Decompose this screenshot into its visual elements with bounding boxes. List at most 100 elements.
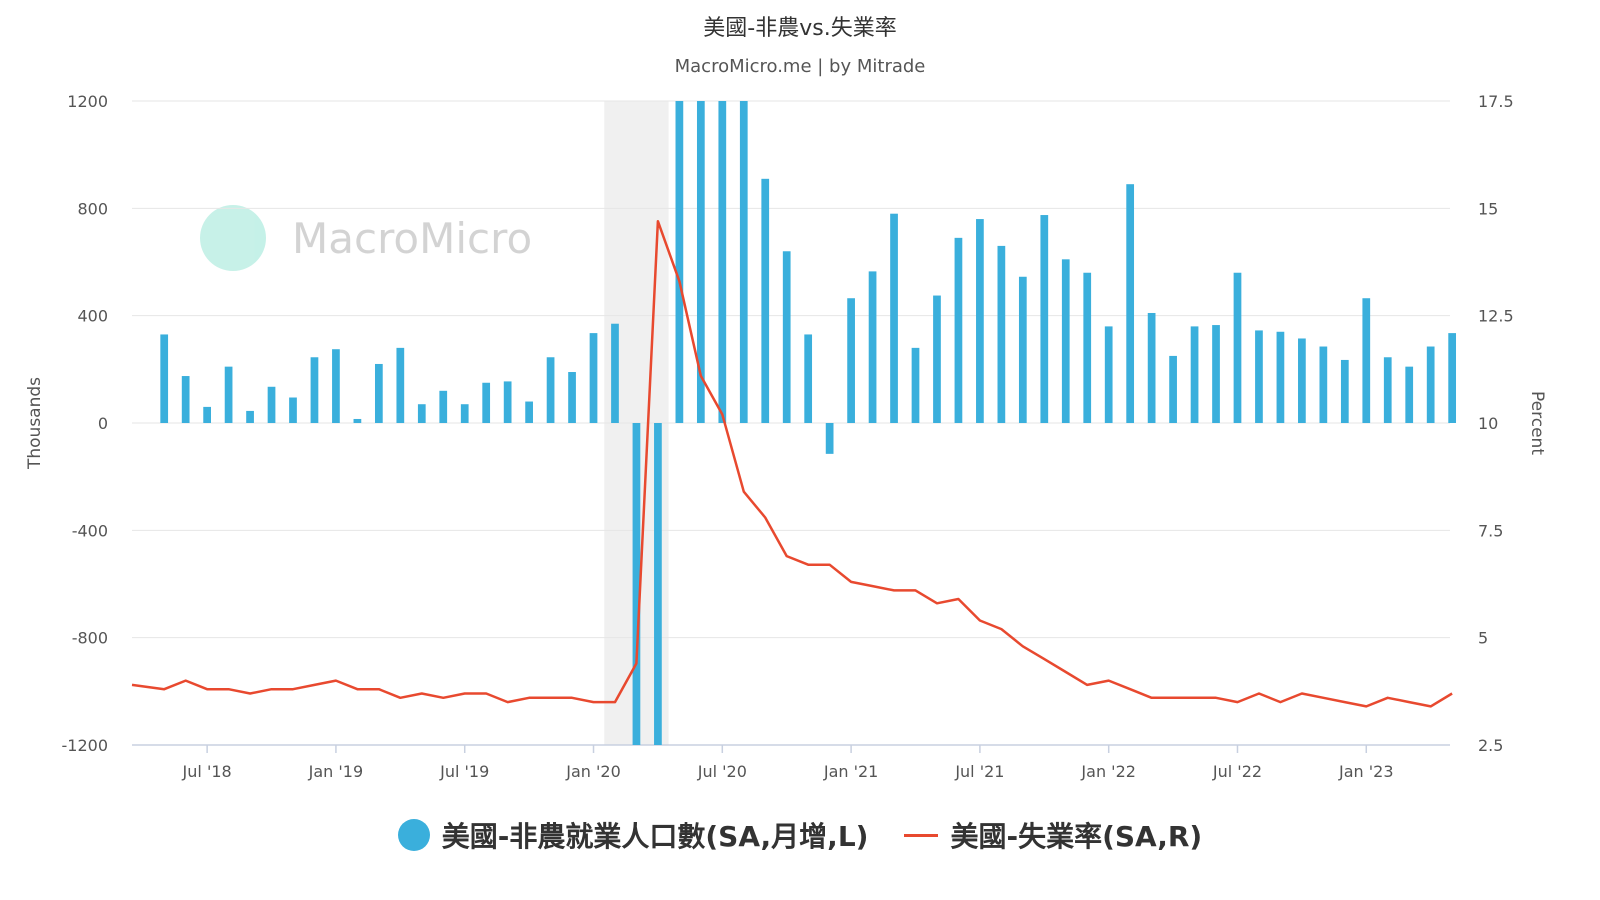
bar-payrolls-2022-09[interactable] xyxy=(1276,331,1285,423)
bar-payrolls-2023-05[interactable] xyxy=(1448,333,1457,423)
bar-payrolls-2020-03[interactable] xyxy=(632,423,641,745)
bar-payrolls-2021-08[interactable] xyxy=(997,245,1006,423)
bar-payrolls-2018-11[interactable] xyxy=(289,397,297,423)
chart-subtitle: MacroMicro.me | by Mitrade xyxy=(674,56,926,77)
line-unemployment-rate[interactable] xyxy=(131,219,1453,708)
legend-label-bars: 美國-非農就業人口數(SA,月增,L) xyxy=(441,820,869,853)
bar-payrolls-2021-10[interactable] xyxy=(1040,215,1049,423)
bar-payrolls-2020-09[interactable] xyxy=(761,178,770,423)
bar-payrolls-2021-04[interactable] xyxy=(911,347,920,423)
bar-payrolls-2018-08[interactable] xyxy=(224,366,233,423)
bar-payrolls-2018-10[interactable] xyxy=(267,386,276,423)
bar-payrolls-2019-10[interactable] xyxy=(525,401,533,423)
left-tick-label: -1200 xyxy=(62,736,109,755)
bar-payrolls-2018-05[interactable] xyxy=(160,334,169,423)
bar-payrolls-2022-03[interactable] xyxy=(1147,312,1156,423)
legend-line-icon xyxy=(904,833,939,837)
bar-payrolls-2021-02[interactable] xyxy=(868,271,877,423)
bar-payrolls-2020-05[interactable] xyxy=(675,101,684,423)
bar-payrolls-2018-07[interactable] xyxy=(203,406,211,423)
left-tick-label: 400 xyxy=(77,307,108,326)
right-tick-label: 7.5 xyxy=(1478,521,1503,540)
bar-payrolls-2019-12[interactable] xyxy=(568,372,576,423)
bar-payrolls-2021-11[interactable] xyxy=(1061,259,1070,423)
bar-payrolls-2021-05[interactable] xyxy=(933,295,941,423)
x-tick-label: Jan '23 xyxy=(1338,762,1394,781)
bar-payrolls-2022-12[interactable] xyxy=(1340,359,1349,423)
x-tick-label: Jul '20 xyxy=(697,762,747,781)
x-tick-label: Jul '21 xyxy=(954,762,1004,781)
x-tick-label: Jan '22 xyxy=(1080,762,1136,781)
right-axis-title: Percent xyxy=(1527,391,1547,455)
bar-payrolls-2019-08[interactable] xyxy=(482,382,491,423)
bar-payrolls-2022-11[interactable] xyxy=(1319,346,1328,423)
right-tick-label: 10 xyxy=(1478,414,1498,433)
bar-payrolls-2019-03[interactable] xyxy=(374,363,383,423)
bar-payrolls-2020-08[interactable] xyxy=(739,101,748,423)
bar-payrolls-2020-12[interactable] xyxy=(825,423,834,454)
right-tick-label: 2.5 xyxy=(1478,736,1503,755)
left-axis-title: Thousands xyxy=(25,377,45,470)
legend-item-line[interactable]: 美國-失業率(SA,R) xyxy=(904,815,1202,855)
bar-payrolls-2020-06[interactable] xyxy=(696,101,705,423)
bar-payrolls-2023-02[interactable] xyxy=(1383,357,1392,423)
bar-payrolls-2022-10[interactable] xyxy=(1298,338,1306,423)
bar-payrolls-2020-02[interactable] xyxy=(611,323,619,423)
x-tick-label: Jul '18 xyxy=(182,762,232,781)
right-tick-label: 5 xyxy=(1478,629,1488,648)
bar-payrolls-2022-08[interactable] xyxy=(1255,330,1263,423)
left-tick-label: -400 xyxy=(72,521,108,540)
bar-payrolls-2019-02[interactable] xyxy=(353,418,362,423)
right-tick-label: 15 xyxy=(1478,199,1498,218)
legend-dot-icon xyxy=(397,819,430,851)
bar-payrolls-2020-01[interactable] xyxy=(589,333,598,423)
bar-payrolls-2021-07[interactable] xyxy=(976,219,984,423)
x-tick-label: Jul '19 xyxy=(439,762,489,781)
left-tick-label: 1200 xyxy=(67,92,108,111)
bar-payrolls-2019-01[interactable] xyxy=(332,349,340,423)
bar-payrolls-2019-09[interactable] xyxy=(503,381,512,423)
left-tick-label: -800 xyxy=(72,629,108,648)
combo-chart: 1200 800 400 0 -400 -800 -1200 17.5 15 12.5 10 7.5 5… xyxy=(25,92,1547,781)
x-tick-label: Jul '22 xyxy=(1212,762,1262,781)
right-tick-label: 12.5 xyxy=(1478,307,1514,326)
bar-payrolls-2023-03[interactable] xyxy=(1405,366,1414,423)
bar-payrolls-2020-11[interactable] xyxy=(804,334,813,423)
left-tick-label: 800 xyxy=(77,199,108,218)
bar-payrolls-2021-03[interactable] xyxy=(890,213,898,423)
x-tick-label: Jan '20 xyxy=(565,762,621,781)
bar-payrolls-2018-06[interactable] xyxy=(181,376,190,423)
bar-payrolls-2019-05[interactable] xyxy=(417,404,426,423)
bar-payrolls-2021-01[interactable] xyxy=(847,298,855,423)
legend-item-bars[interactable]: 美國-非農就業人口數(SA,月增,L) xyxy=(397,815,869,855)
legend-label-line: 美國-失業率(SA,R) xyxy=(950,820,1203,853)
bar-payrolls-2022-05[interactable] xyxy=(1190,326,1199,423)
bar-payrolls-2021-12[interactable] xyxy=(1083,272,1092,423)
legend: 美國-非農就業人口數(SA,月增,L) 美國-失業率(SA,R) xyxy=(0,815,1600,855)
bar-payrolls-2018-09[interactable] xyxy=(246,410,254,423)
left-tick-label: 0 xyxy=(98,414,108,433)
watermark: MacroMicro xyxy=(200,205,532,271)
bar-payrolls-2019-11[interactable] xyxy=(546,357,555,423)
bar-payrolls-2021-09[interactable] xyxy=(1018,276,1027,423)
bar-payrolls-2019-04[interactable] xyxy=(396,347,405,423)
bar-payrolls-2020-04[interactable] xyxy=(654,423,662,745)
bar-payrolls-2022-02[interactable] xyxy=(1126,184,1135,423)
bar-payrolls-2023-01[interactable] xyxy=(1362,298,1371,423)
right-tick-label: 17.5 xyxy=(1478,92,1514,111)
bar-payrolls-2022-06[interactable] xyxy=(1212,325,1220,423)
x-tick-label: Jan '21 xyxy=(823,762,879,781)
bar-payrolls-2022-01[interactable] xyxy=(1104,326,1113,423)
bar-payrolls-2020-10[interactable] xyxy=(782,251,791,423)
bar-payrolls-2022-04[interactable] xyxy=(1169,355,1177,423)
bar-payrolls-2018-12[interactable] xyxy=(310,357,319,423)
bar-payrolls-2019-06[interactable] xyxy=(439,390,448,423)
macromicro-logo-icon xyxy=(200,205,266,271)
bar-payrolls-2020-07[interactable] xyxy=(718,101,727,423)
bar-payrolls-2022-07[interactable] xyxy=(1233,272,1242,423)
x-tick-label: Jan '19 xyxy=(308,762,364,781)
bar-payrolls-2021-06[interactable] xyxy=(954,237,963,423)
watermark-text: MacroMicro xyxy=(292,213,533,263)
bar-payrolls-2023-04[interactable] xyxy=(1426,346,1435,423)
bar-payrolls-2019-07[interactable] xyxy=(460,404,469,423)
